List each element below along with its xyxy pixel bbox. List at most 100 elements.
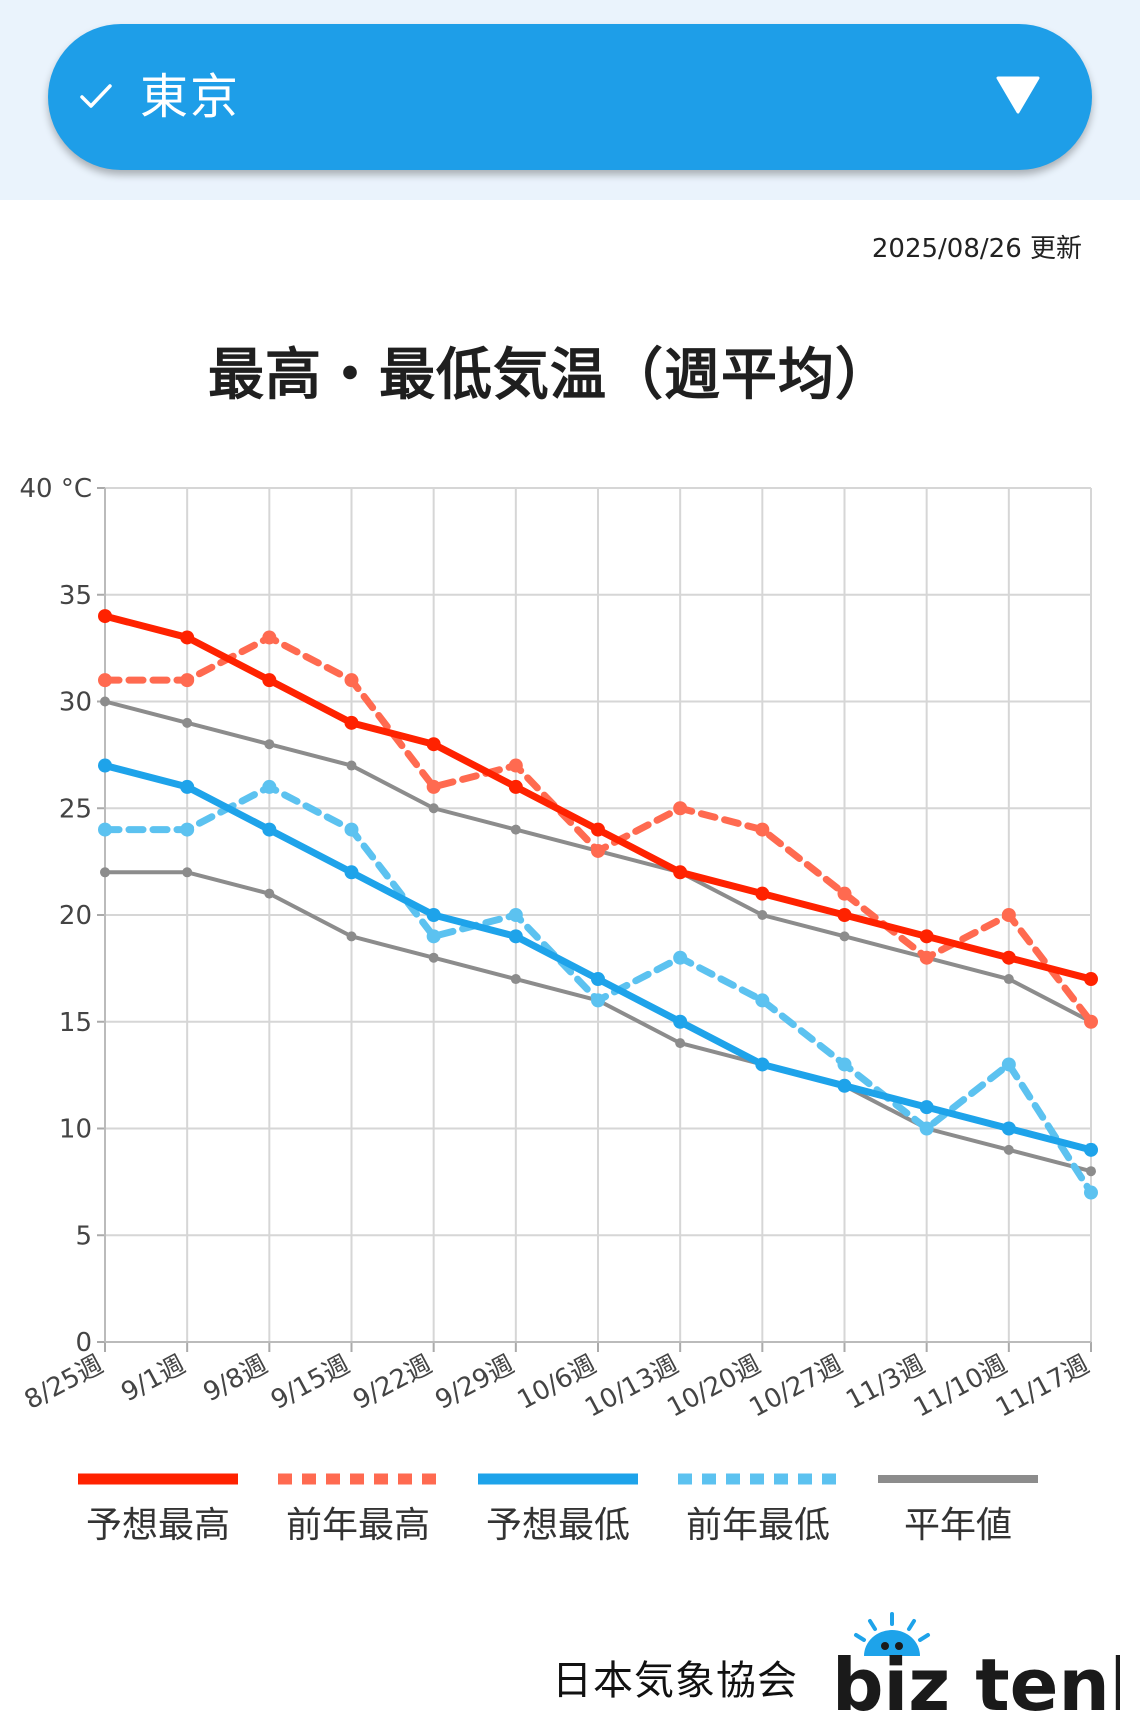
data-point: [264, 739, 275, 750]
update-timestamp: 2025/08/26 更新: [871, 234, 1082, 264]
data-point: [1001, 950, 1016, 965]
legend-label-normal: 平年値: [903, 1505, 1012, 1546]
y-tick-label: 5: [75, 1221, 92, 1251]
data-point: [673, 1014, 688, 1029]
data-point: [673, 801, 688, 816]
y-tick-label: 20: [59, 901, 92, 931]
legend-label-last-year-low: 前年最低: [685, 1505, 830, 1546]
data-point: [508, 929, 523, 944]
x-tick-label: 10/27週: [745, 1350, 848, 1424]
data-point: [1003, 974, 1014, 985]
data-point: [755, 822, 770, 837]
y-tick-label: 35: [59, 581, 92, 611]
data-point: [508, 908, 523, 922]
legend-swatch-last-year-low: [678, 1473, 838, 1485]
y-tick-label: 25: [59, 794, 92, 824]
data-point: [262, 822, 277, 837]
legend-label-forecast-low: 予想最低: [485, 1505, 630, 1546]
data-point: [100, 867, 110, 878]
data-point: [755, 1057, 770, 1072]
data-point: [919, 950, 934, 965]
data-point: [426, 929, 441, 944]
data-point: [673, 865, 688, 880]
data-point: [675, 1038, 686, 1049]
data-point: [919, 929, 934, 944]
x-tick-label: 9/8週: [199, 1350, 273, 1408]
data-point: [180, 673, 195, 688]
y-tick-label: 30: [59, 688, 92, 718]
legend-swatch-forecast-low: [478, 1473, 638, 1485]
data-point: [1084, 1185, 1098, 1200]
data-point: [262, 673, 277, 688]
data-point: [426, 737, 441, 752]
data-point: [262, 630, 277, 645]
data-point: [1001, 908, 1016, 922]
data-point: [1003, 1144, 1014, 1155]
data-point: [428, 952, 439, 963]
biz-tenki-logo: biz tenki: [832, 1612, 1120, 1720]
y-tick-label: 15: [59, 1008, 92, 1038]
chart-legend: 予想最高 前年最高 予想最低 前年最低 平年値: [0, 1472, 1140, 1562]
chart-title: 最高・最低気温（週平均）: [208, 343, 892, 408]
legend-label-last-year-high: 前年最高: [285, 1505, 430, 1546]
triangle-down-icon[interactable]: [996, 76, 1040, 114]
data-point: [673, 950, 688, 965]
data-point: [591, 972, 605, 987]
data-point: [426, 779, 441, 794]
x-tick-label: 11/17週: [991, 1350, 1094, 1424]
legend-swatch-last-year-high: [278, 1473, 438, 1485]
data-point: [591, 843, 605, 858]
x-tick-label: 9/29週: [431, 1350, 520, 1416]
data-point: [98, 609, 112, 624]
data-point: [837, 1057, 852, 1072]
data-point: [1084, 1014, 1098, 1029]
data-point: [262, 779, 277, 794]
data-point: [344, 822, 359, 837]
data-point: [344, 673, 359, 688]
data-point: [919, 1121, 934, 1136]
data-point: [591, 993, 605, 1008]
legend-item-last-year-low: 前年最低: [658, 1472, 858, 1548]
x-tick-label: 8/25週: [20, 1350, 109, 1416]
data-point: [182, 867, 193, 878]
data-point: [1084, 972, 1098, 987]
x-tick-label: 10/20週: [662, 1350, 765, 1424]
legend-item-normal: 平年値: [858, 1472, 1058, 1548]
data-point: [837, 886, 852, 901]
legend-item-forecast-low: 予想最低: [458, 1472, 658, 1548]
data-point: [180, 822, 195, 837]
data-point: [510, 824, 521, 835]
data-point: [1001, 1121, 1016, 1136]
data-point: [346, 931, 357, 942]
data-point: [180, 630, 195, 645]
data-point: [591, 822, 605, 837]
data-point: [98, 822, 112, 837]
data-point: [919, 1100, 934, 1115]
data-point: [98, 758, 112, 773]
y-tick-label: 0: [75, 1328, 92, 1358]
x-tick-label: 10/13週: [580, 1350, 683, 1424]
legend-swatch-normal: [878, 1475, 1038, 1483]
data-point: [1086, 1166, 1096, 1177]
data-point: [508, 758, 523, 773]
data-point: [837, 1078, 852, 1093]
x-tick-label: 9/15週: [266, 1350, 355, 1416]
y-tick-label: 40 °C: [19, 474, 92, 504]
organization-name: 日本気象協会: [552, 1658, 798, 1704]
data-point: [344, 865, 359, 880]
legend-item-last-year-high: 前年最高: [258, 1472, 458, 1548]
data-point: [428, 803, 439, 814]
x-tick-label: 11/10週: [909, 1350, 1012, 1424]
data-point: [346, 760, 357, 771]
data-point: [180, 779, 195, 794]
check-icon: [80, 84, 112, 108]
data-point: [508, 779, 523, 794]
data-point: [182, 717, 193, 728]
data-point: [1001, 1057, 1016, 1072]
data-point: [98, 673, 112, 688]
legend-item-forecast-high: 予想最高: [58, 1472, 258, 1548]
data-point: [100, 696, 110, 707]
location-dropdown[interactable]: 東京: [48, 24, 1092, 170]
data-point: [755, 886, 770, 901]
